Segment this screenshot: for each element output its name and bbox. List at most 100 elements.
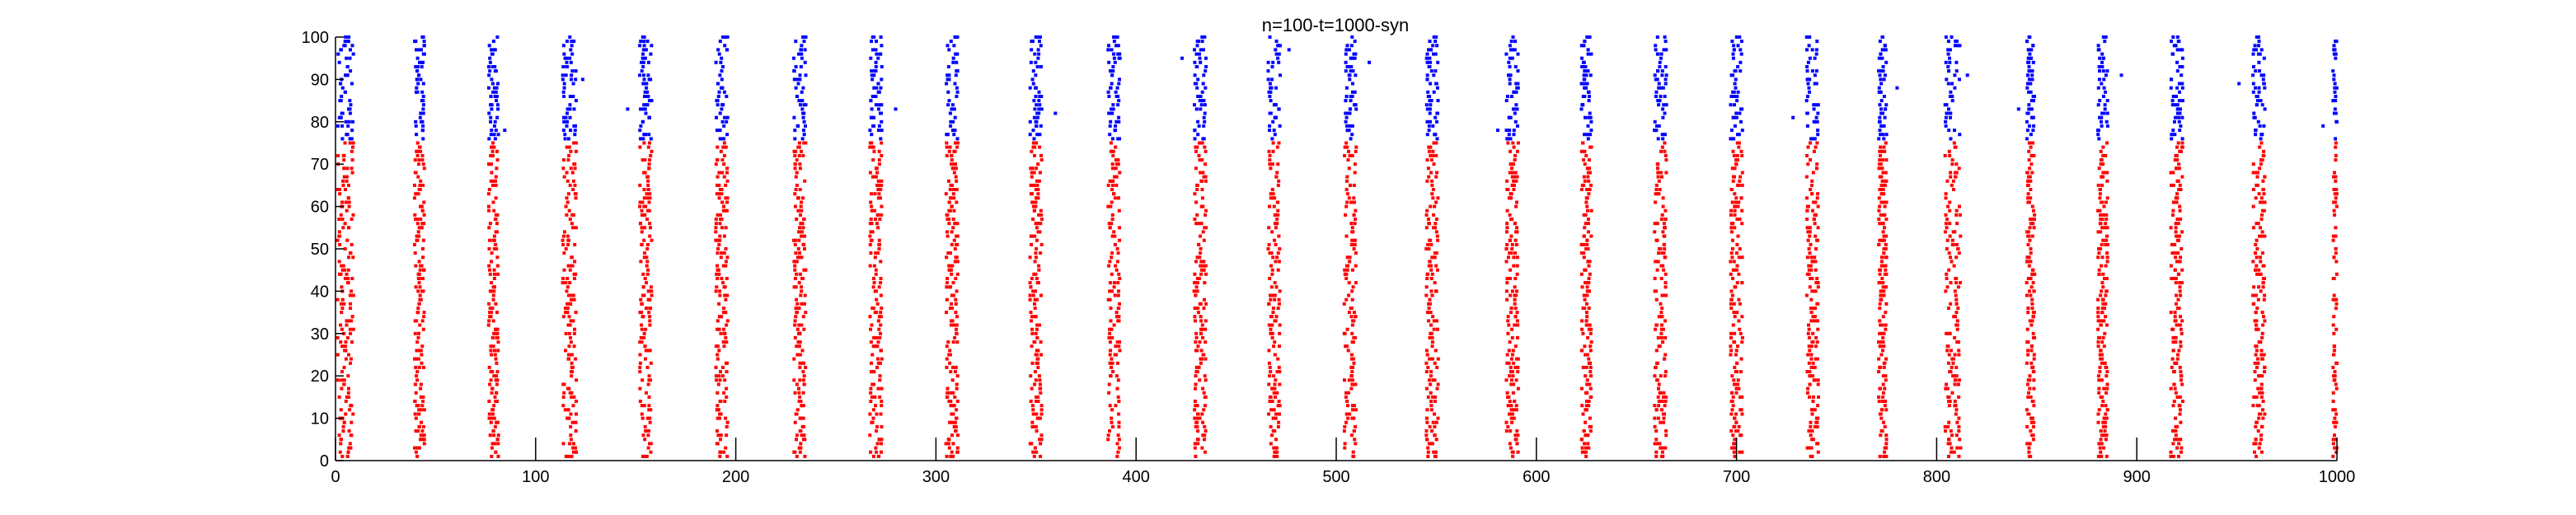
spike-point (1053, 111, 1058, 115)
spike-point (2104, 374, 2109, 378)
spike-point (650, 289, 654, 293)
spike-point (2016, 107, 2020, 111)
spike-point (945, 391, 950, 395)
spike-point (1202, 260, 1206, 264)
spike-point (1954, 40, 1958, 44)
spike-point (1028, 293, 1032, 297)
spike-point (1516, 450, 1520, 454)
spike-point (1507, 395, 1511, 399)
spike-point (800, 234, 803, 238)
spike-point (335, 297, 340, 302)
spike-point (1037, 213, 1041, 217)
spike-point (879, 188, 883, 191)
spike-point (949, 124, 953, 128)
spike-point (868, 412, 872, 416)
spike-point (2119, 73, 2123, 77)
spike-point (1110, 234, 1114, 238)
spike-point (1959, 446, 1963, 450)
spike-point (795, 382, 799, 386)
spike-point (495, 400, 499, 403)
spike-point (1198, 141, 1201, 145)
spike-point (422, 40, 426, 44)
spike-point (1429, 289, 1433, 293)
spike-point (490, 77, 494, 82)
spike-point (1116, 281, 1120, 285)
spike-point (495, 438, 500, 442)
spike-point (347, 395, 350, 399)
spike-point (2105, 111, 2109, 115)
spike-point (1429, 382, 1433, 386)
spike-point (1204, 65, 1208, 68)
spike-point (1203, 119, 1207, 124)
spike-point (725, 200, 730, 204)
spike-point (645, 307, 648, 310)
spike-point (489, 153, 493, 157)
spike-point (1883, 404, 1887, 408)
spike-point (2175, 218, 2180, 221)
spike-point (2028, 374, 2032, 378)
spike-point (2171, 95, 2175, 98)
spike-point (1426, 242, 1430, 246)
spike-point (418, 297, 422, 302)
spike-point (415, 238, 419, 242)
spike-point (877, 103, 881, 107)
spike-point (1118, 349, 1122, 353)
spike-point (1269, 327, 1273, 331)
spike-point (642, 141, 646, 145)
spike-point (1039, 158, 1044, 162)
spike-point (574, 226, 578, 230)
spike-point (798, 226, 802, 230)
spike-point (1959, 281, 1963, 285)
spike-point (1815, 357, 1819, 361)
spike-point (419, 218, 423, 221)
spike-point (1588, 188, 1592, 191)
spike-point (1586, 171, 1590, 175)
spike-point (872, 149, 876, 153)
spike-point (717, 192, 720, 196)
spike-point (1589, 119, 1593, 124)
spike-point (722, 90, 726, 94)
spike-point (2100, 353, 2104, 357)
spike-point (1729, 297, 1734, 302)
spike-point (877, 149, 881, 153)
spike-point (561, 277, 565, 280)
spike-point (2169, 386, 2173, 391)
spike-point (1427, 129, 1431, 133)
spike-point (792, 69, 796, 73)
spike-point (1807, 344, 1811, 349)
spike-point (1118, 302, 1121, 306)
spike-point (1033, 446, 1037, 450)
spike-point (1201, 82, 1205, 86)
spike-point (1881, 171, 1885, 175)
spike-point (1807, 247, 1811, 250)
spike-point (869, 56, 873, 60)
spike-point (1879, 293, 1884, 297)
spike-point (417, 349, 421, 353)
spike-point (1116, 450, 1120, 454)
spike-point (1428, 99, 1432, 103)
spike-point (2100, 442, 2104, 446)
spike-point (350, 82, 354, 86)
spike-point (1038, 230, 1042, 234)
spike-point (1954, 311, 1959, 315)
spike-point (876, 357, 880, 361)
spike-point (876, 56, 880, 60)
spike-point (414, 416, 418, 420)
spike-point (1809, 297, 1814, 302)
spike-point (1814, 145, 1818, 149)
spike-point (1883, 204, 1887, 208)
spike-point (1425, 107, 1429, 111)
spike-point (640, 242, 644, 246)
spike-point (951, 192, 955, 196)
spike-point (1579, 188, 1584, 191)
spike-point (1878, 365, 1882, 369)
spike-point (1584, 115, 1587, 119)
spike-point (793, 137, 797, 141)
spike-point (1106, 438, 1110, 442)
spike-point (1276, 268, 1280, 272)
spike-point (1434, 289, 1438, 293)
spike-point (1878, 90, 1882, 94)
spike-point (1505, 95, 1509, 98)
spike-point (720, 69, 724, 73)
spike-point (2179, 188, 2183, 191)
